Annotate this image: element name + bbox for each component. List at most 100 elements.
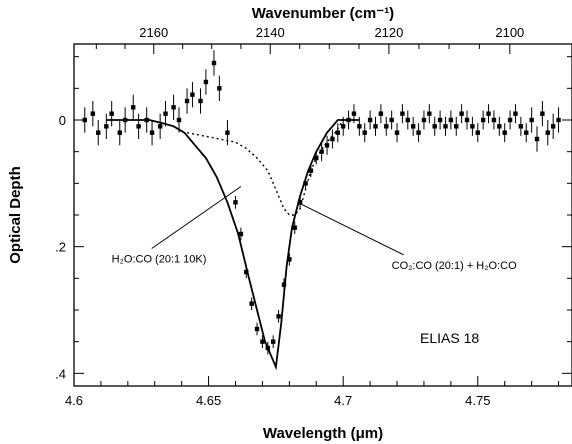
x2-tick-label-1: 2140	[256, 25, 285, 40]
data-point	[497, 116, 502, 136]
x2-tick-label-2: 2120	[374, 25, 403, 40]
y-tick-label-2: .4	[55, 366, 66, 381]
model-curve-solid	[106, 119, 360, 371]
data-point	[507, 110, 513, 130]
annotation-label-1: CO₂:CO (20:1) + H₂O:CO	[392, 260, 517, 272]
data-point	[163, 101, 168, 127]
x2-tick-label-0: 2160	[139, 25, 168, 40]
data-point	[244, 265, 249, 279]
data-point	[297, 196, 303, 209]
data-point	[190, 82, 195, 108]
data-point	[171, 94, 176, 120]
data-point	[131, 94, 136, 120]
data-point	[491, 110, 497, 130]
x2-tick-label-3: 2100	[495, 25, 524, 40]
data-point	[233, 196, 238, 209]
data-point	[454, 116, 459, 136]
data-point	[373, 116, 378, 136]
data-point	[367, 110, 373, 130]
annotation-pointer-1	[297, 201, 404, 256]
data-point	[276, 310, 281, 323]
data-point	[149, 120, 155, 146]
x2-axis-title: Wavenumber (cm⁻¹)	[252, 5, 394, 22]
data-point	[330, 129, 335, 149]
data-points-layer	[82, 50, 561, 355]
data-point	[319, 142, 324, 162]
data-point	[324, 135, 330, 155]
data-point	[335, 123, 341, 143]
data-point	[357, 116, 362, 136]
annotations-layer: H₂O:CO (20:1 10K) CO₂:CO (20:1) + H₂O:CO	[112, 186, 517, 272]
annotation-pointer-0	[151, 186, 242, 249]
data-point	[389, 110, 394, 130]
curves-layer	[106, 119, 360, 371]
data-point	[96, 120, 101, 146]
data-point	[351, 104, 357, 124]
y-axis-title: Optical Depth	[7, 166, 24, 264]
data-point	[405, 110, 410, 130]
data-point	[144, 107, 149, 133]
data-point	[346, 110, 351, 130]
data-point	[308, 164, 314, 177]
data-point	[265, 341, 271, 355]
data-point	[90, 101, 96, 127]
data-point	[176, 107, 182, 133]
data-point	[238, 227, 244, 241]
data-point	[502, 123, 507, 143]
data-point	[109, 101, 114, 127]
data-point	[540, 101, 545, 127]
data-point	[184, 88, 190, 114]
data-point	[303, 177, 308, 190]
data-point	[432, 116, 437, 136]
data-point	[260, 335, 265, 348]
data-point	[529, 107, 534, 133]
data-point	[400, 104, 405, 124]
data-point	[384, 116, 389, 136]
x-axis-title: Wavelength (μm)	[263, 425, 383, 442]
data-point	[362, 123, 367, 143]
data-point	[287, 253, 292, 266]
data-point	[82, 107, 87, 133]
data-point	[486, 104, 491, 124]
data-point	[513, 104, 518, 124]
x-tick-label-1: 4.65	[196, 393, 221, 408]
data-point	[534, 126, 540, 152]
data-point	[475, 123, 480, 143]
data-point	[556, 107, 561, 133]
data-point	[427, 104, 432, 124]
data-point	[437, 110, 443, 130]
data-point	[249, 297, 254, 310]
data-point	[524, 123, 529, 143]
data-point	[518, 116, 524, 136]
x-tick-label-2: 4.7	[334, 393, 352, 408]
data-point	[480, 110, 486, 130]
data-point	[104, 113, 109, 139]
data-point	[271, 335, 276, 348]
data-point	[421, 110, 427, 130]
data-point	[443, 116, 448, 136]
data-point	[545, 120, 550, 146]
data-point	[211, 50, 217, 76]
data-point	[136, 113, 141, 139]
data-point	[394, 123, 400, 143]
data-point	[464, 110, 470, 130]
x-tick-label-0: 4.6	[65, 393, 83, 408]
data-point	[203, 69, 209, 95]
data-point	[448, 110, 454, 130]
annotation-label-0: H₂O:CO (20:1 10K)	[112, 254, 207, 266]
data-point	[340, 116, 346, 136]
object-label: ELIAS 18	[420, 330, 479, 346]
data-point	[117, 120, 122, 146]
data-point	[470, 116, 475, 136]
data-point	[254, 322, 260, 336]
y-tick-label-0: 0	[59, 113, 66, 128]
data-point	[198, 88, 203, 114]
data-point	[416, 123, 421, 143]
data-point	[225, 120, 230, 146]
data-point	[281, 278, 287, 291]
data-point	[157, 113, 163, 139]
data-point	[378, 104, 384, 124]
y-tick-label-1: .2	[55, 240, 66, 255]
data-point	[122, 107, 128, 133]
